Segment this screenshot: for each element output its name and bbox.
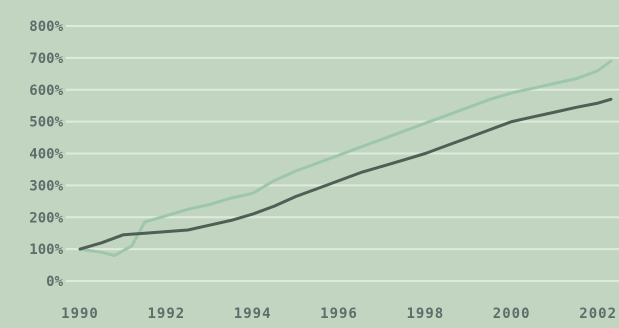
y-tick-label: 0% — [46, 274, 63, 290]
y-tick-label: 700% — [29, 51, 63, 67]
x-tick-label: 1990 — [61, 306, 99, 322]
x-tick-label: 1998 — [406, 306, 444, 322]
y-tick-label: 300% — [29, 178, 63, 194]
x-tick-label: 1994 — [234, 306, 272, 322]
y-tick-label: 400% — [29, 147, 63, 163]
x-tick-label: 1992 — [147, 306, 185, 322]
x-tick-label: 1996 — [320, 306, 358, 322]
y-tick-label: 200% — [29, 210, 63, 226]
x-tick-label: 2000 — [493, 306, 531, 322]
y-tick-label: 800% — [29, 19, 63, 35]
y-axis: 0% 100% 200% 300% 400% 500% 600% 700% 800% — [29, 19, 63, 290]
x-tick-label: 2002 — [579, 306, 617, 322]
y-tick-label: 100% — [29, 242, 63, 258]
y-tick-label: 600% — [29, 83, 63, 99]
y-tick-label: 500% — [29, 115, 63, 131]
